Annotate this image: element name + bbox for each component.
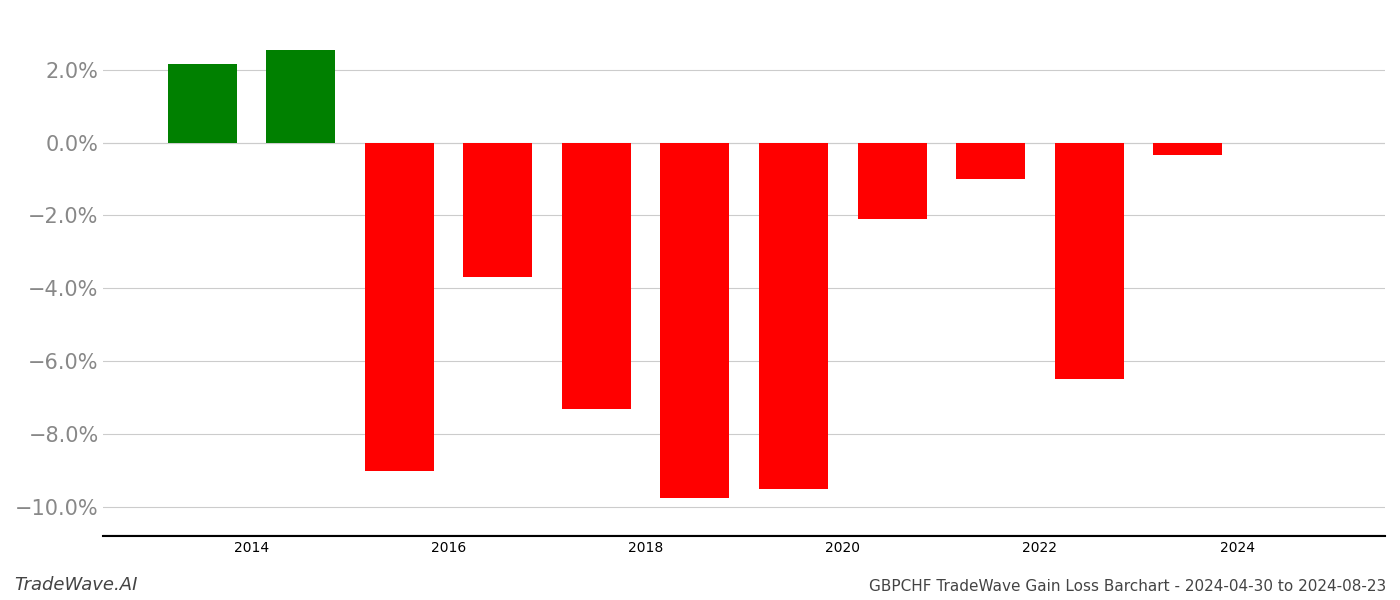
Bar: [463, 143, 532, 277]
Bar: [561, 143, 631, 409]
Text: TradeWave.AI: TradeWave.AI: [14, 576, 137, 594]
Bar: [1154, 143, 1222, 155]
Bar: [168, 64, 237, 143]
Bar: [858, 143, 927, 219]
Bar: [266, 50, 335, 143]
Bar: [1054, 143, 1124, 379]
Text: GBPCHF TradeWave Gain Loss Barchart - 2024-04-30 to 2024-08-23: GBPCHF TradeWave Gain Loss Barchart - 20…: [869, 579, 1386, 594]
Bar: [759, 143, 827, 489]
Bar: [365, 143, 434, 470]
Bar: [661, 143, 729, 498]
Bar: [956, 143, 1025, 179]
